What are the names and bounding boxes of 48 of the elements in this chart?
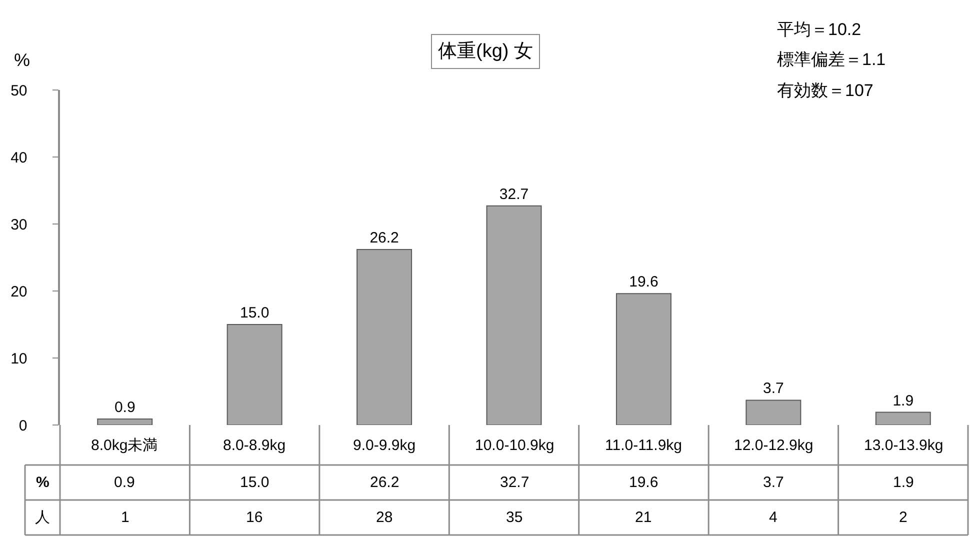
text: 標準偏差＝1.1 — [777, 50, 886, 69]
text: 人 — [35, 509, 50, 526]
text: 26.2 — [370, 474, 400, 491]
y-tick-label: 20 — [10, 283, 28, 300]
y-tick-label: 30 — [10, 216, 28, 234]
text: 19.6 — [629, 474, 658, 491]
x-tick-label: 13.0-13.9kg — [864, 437, 944, 454]
x-tick-label: 9.0-9.9kg — [353, 437, 416, 454]
y-tick-label: 0 — [18, 417, 28, 434]
annotation: 32.7 — [499, 186, 529, 203]
text: 15.0 — [240, 474, 270, 491]
bar — [746, 400, 802, 425]
y-axis-title: % — [14, 50, 30, 70]
x-tick-label: 10.0-10.9kg — [475, 437, 554, 454]
text: 0.9 — [114, 474, 135, 491]
bar — [875, 412, 931, 425]
text: 1.9 — [893, 474, 914, 491]
text: 28 — [376, 509, 393, 526]
text: 21 — [635, 509, 652, 526]
chart-title: 体重(kg) 女 — [438, 41, 533, 62]
text: 1 — [121, 509, 130, 526]
text: 3.7 — [763, 474, 784, 491]
annotation: 有効数＝107 — [777, 81, 874, 100]
annotation: 0.9 — [114, 398, 136, 416]
text: 16 — [246, 509, 263, 526]
bar — [616, 293, 672, 425]
y-tick-label: 50 — [10, 82, 28, 100]
y-tick-label: 40 — [10, 149, 28, 166]
text: 2 — [899, 509, 908, 526]
x-tick-label: 8.0-8.9kg — [223, 437, 286, 454]
x-tick-label: 8.0kg未満 — [91, 437, 158, 454]
text: 35 — [506, 509, 523, 526]
annotation: 1.9 — [892, 392, 914, 410]
bar — [356, 248, 412, 425]
text: 平均＝10.2 — [777, 20, 862, 39]
x-tick-label: 11.0-11.9kg — [605, 437, 682, 454]
annotation: 15.0 — [240, 304, 270, 322]
x-tick-label: 12.0-12.9kg — [734, 437, 814, 454]
text: 4 — [769, 509, 778, 526]
annotation: 19.6 — [629, 274, 658, 291]
bar — [486, 205, 542, 425]
text: % — [36, 474, 50, 491]
y-tick-label: 10 — [10, 350, 28, 368]
annotation: 26.2 — [370, 229, 399, 246]
bar — [97, 418, 153, 425]
annotation: 3.7 — [763, 380, 784, 398]
bar — [226, 324, 282, 425]
text: 32.7 — [500, 474, 530, 491]
